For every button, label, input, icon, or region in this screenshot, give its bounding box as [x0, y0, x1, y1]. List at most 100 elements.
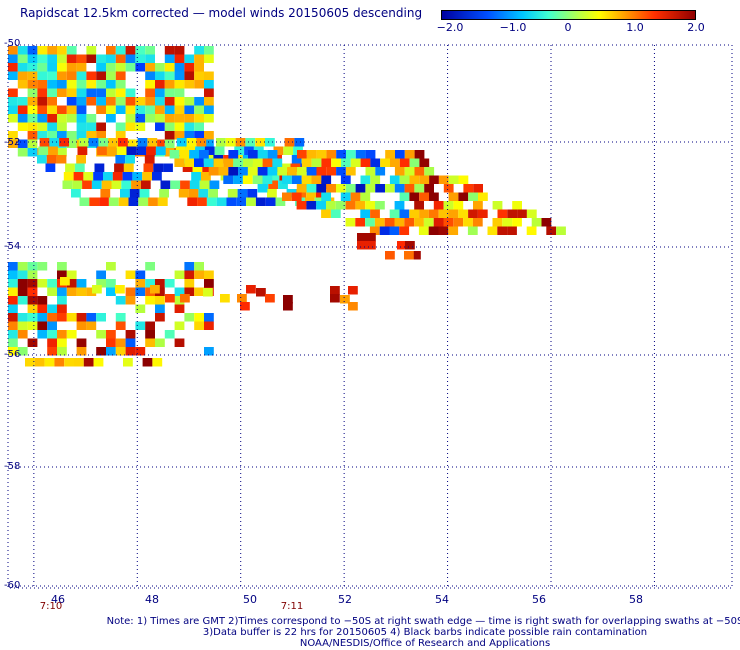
- wind-cell: [125, 54, 136, 63]
- wind-cell: [502, 218, 513, 227]
- wind-cell: [155, 279, 165, 288]
- wind-cell: [125, 63, 136, 72]
- wind-cell: [27, 114, 38, 123]
- wind-cell: [357, 233, 367, 242]
- wind-cell: [108, 197, 119, 206]
- wind-cell: [243, 158, 253, 167]
- wind-cell: [112, 172, 123, 181]
- wind-cell: [477, 209, 488, 218]
- wind-cell: [453, 201, 464, 210]
- time-label: 7:10: [39, 601, 63, 612]
- wind-cell: [220, 294, 230, 303]
- wind-cell: [155, 114, 165, 123]
- wind-cell: [155, 338, 165, 347]
- wind-cell: [169, 150, 180, 159]
- wind-cell: [414, 150, 425, 159]
- wind-cell: [194, 114, 204, 123]
- wind-cell: [395, 150, 405, 159]
- wind-cell: [125, 122, 136, 131]
- wind-cell: [96, 97, 106, 106]
- wind-cell: [27, 262, 38, 271]
- wind-cell: [182, 163, 193, 172]
- wind-cell: [57, 287, 67, 296]
- wind-cell: [145, 279, 155, 288]
- wind-cell: [301, 158, 312, 167]
- wind-cell: [429, 175, 439, 184]
- wind-cell: [8, 63, 18, 72]
- wind-cell: [37, 321, 48, 330]
- wind-cell: [76, 97, 87, 106]
- wind-cell: [57, 122, 67, 131]
- wind-cell: [223, 175, 234, 184]
- wind-cell: [139, 189, 150, 198]
- wind-cell: [184, 105, 195, 114]
- wind-cell: [463, 218, 473, 227]
- wind-cell: [96, 347, 106, 356]
- wind-cell: [184, 279, 195, 288]
- wind-cell: [174, 105, 185, 114]
- wind-cell: [448, 192, 459, 201]
- wind-cell: [76, 279, 87, 288]
- wind-cell: [8, 88, 18, 97]
- wind-cell: [8, 54, 18, 63]
- wind-cell: [316, 184, 327, 193]
- wind-cell: [188, 189, 199, 198]
- wind-cell: [17, 313, 28, 322]
- wind-cell: [507, 209, 518, 218]
- wind-cell: [164, 46, 175, 55]
- wind-cell: [115, 71, 126, 80]
- wind-cell: [184, 80, 195, 89]
- wind-cell: [82, 180, 92, 189]
- wind-cell: [125, 287, 136, 296]
- colorbar-tick: −2.0: [436, 21, 464, 34]
- wind-cell: [76, 80, 87, 89]
- wind-cell: [399, 209, 410, 218]
- wind-cell: [45, 163, 56, 172]
- wind-cell: [66, 270, 77, 279]
- wind-cell: [159, 189, 169, 198]
- wind-cell: [385, 150, 395, 159]
- wind-cell: [145, 97, 155, 106]
- wind-cell: [37, 131, 48, 140]
- wind-cell: [27, 139, 38, 148]
- wind-cell: [155, 88, 165, 97]
- wind-cell: [176, 138, 187, 147]
- wind-cell: [106, 54, 116, 63]
- wind-cell: [225, 138, 236, 147]
- wind-cell: [204, 80, 214, 89]
- wind-cell: [385, 184, 395, 193]
- wind-cell: [135, 347, 146, 356]
- wind-cell: [78, 138, 89, 147]
- wind-cell: [355, 201, 366, 210]
- wind-cell: [115, 46, 126, 55]
- wind-cell: [57, 270, 67, 279]
- wind-cell: [366, 241, 376, 250]
- wind-cell: [37, 313, 48, 322]
- wind-cell: [306, 201, 317, 210]
- wind-cell: [114, 163, 124, 172]
- wind-cell: [194, 105, 204, 114]
- wind-cell: [507, 226, 517, 235]
- wind-cell: [473, 201, 483, 210]
- wind-cell: [57, 313, 67, 322]
- wind-cell: [296, 167, 307, 176]
- wind-cell: [66, 330, 77, 339]
- wind-cell: [248, 150, 258, 159]
- wind-cell: [66, 46, 77, 55]
- wind-cell: [135, 321, 146, 330]
- wind-cell: [366, 233, 376, 242]
- wind-cell: [86, 313, 97, 322]
- wind-cell: [47, 46, 57, 55]
- wind-cell: [47, 114, 57, 123]
- wind-cell: [27, 338, 38, 347]
- wind-cell: [37, 97, 48, 106]
- wind-cell: [137, 138, 148, 147]
- wind-cell: [326, 150, 337, 159]
- wind-cell: [350, 192, 361, 201]
- wind-cell: [216, 197, 227, 206]
- wind-cell: [27, 105, 38, 114]
- wind-cell: [64, 358, 74, 367]
- wind-cell: [428, 209, 439, 218]
- wind-cell: [404, 251, 414, 260]
- wind-cell: [360, 192, 371, 201]
